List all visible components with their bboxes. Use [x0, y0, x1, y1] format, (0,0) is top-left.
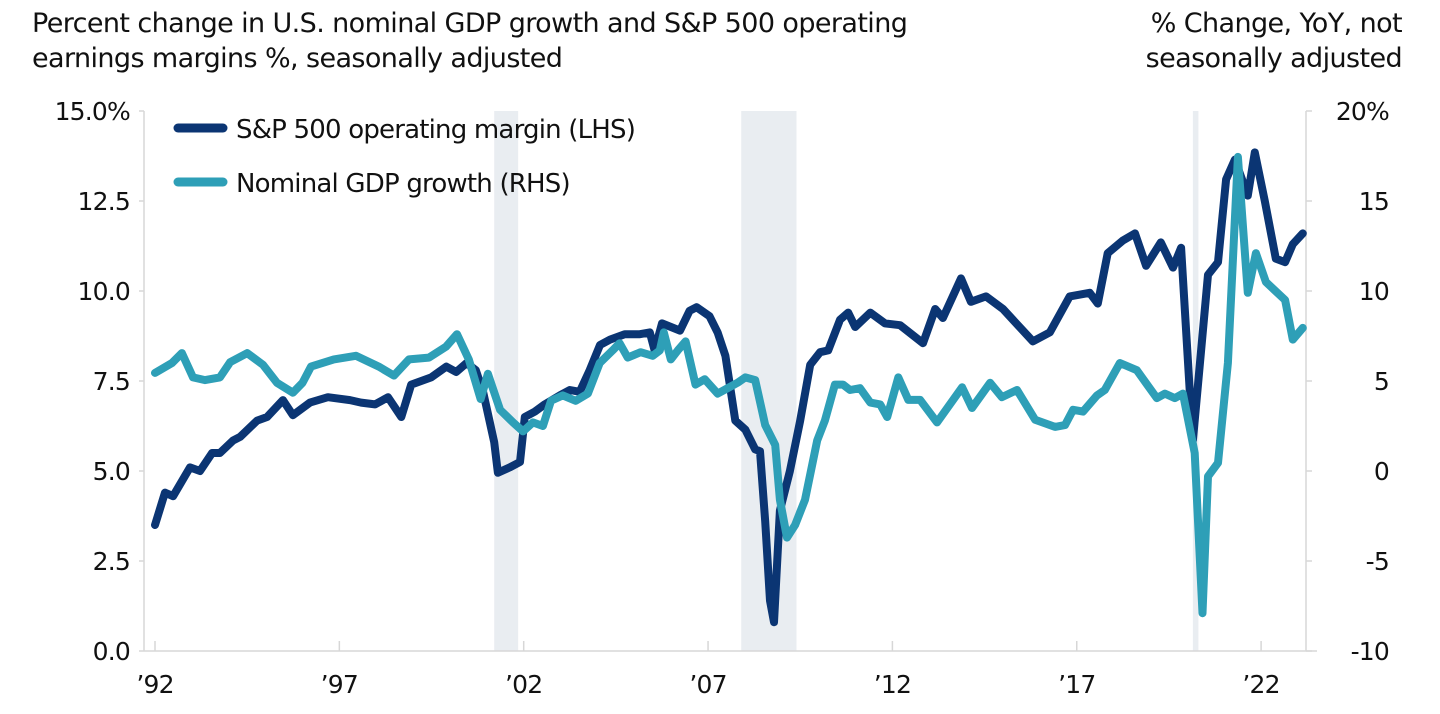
- x-axis-tick-label: ’12: [874, 670, 911, 699]
- left-axis-tick-label: 7.5: [93, 367, 130, 396]
- x-axis-tick-label: ’02: [505, 670, 542, 699]
- right-axis-note: % Change, YoY, not seasonally adjusted: [1082, 6, 1403, 76]
- chart-title-line-2: earnings margins %, seasonally adjusted: [32, 43, 563, 74]
- legend-label-nominal-gdp: Nominal GDP growth (RHS): [236, 169, 570, 199]
- axes: 0.0 2.5 5.0 7.5 10.0 12.5 15.0% -10 -5 0 5 10 15 20% ’…: [55, 97, 1390, 699]
- right-axis-tick-label: 20%: [1336, 97, 1389, 126]
- left-axis-tick-label: 15.0%: [55, 97, 130, 126]
- x-axis-tick-label: ’22: [1242, 670, 1279, 699]
- left-axis-tick-label: 12.5: [78, 187, 130, 216]
- left-axis-tick-label: 0.0: [93, 637, 130, 666]
- legend: S&P 500 operating margin (LHS) Nominal GD…: [173, 115, 636, 199]
- x-axis-tick-label: ’07: [689, 670, 726, 699]
- recession-bands: [494, 111, 1199, 651]
- x-axis-tick-label: ’17: [1058, 670, 1095, 699]
- right-axis-tick-label: 0: [1374, 457, 1389, 486]
- right-axis-note-line-2: seasonally adjusted: [1145, 43, 1403, 74]
- chart-title-line-1: Percent change in U.S. nominal GDP growt…: [32, 8, 908, 39]
- right-axis-tick-label: 5: [1374, 367, 1389, 396]
- left-axis-tick-label: 2.5: [93, 547, 130, 576]
- x-axis-tick-label: ’97: [321, 670, 358, 699]
- right-axis-tick-label: -5: [1366, 547, 1389, 576]
- legend-label-sp500-margin: S&P 500 operating margin (LHS): [236, 115, 635, 145]
- right-axis-tick-label: 10: [1359, 277, 1389, 306]
- recession-band: [494, 111, 519, 651]
- right-axis-tick-label: -10: [1351, 637, 1389, 666]
- right-axis-note-line-1: % Change, YoY, not: [1150, 8, 1403, 39]
- right-axis-tick-label: 15: [1359, 187, 1389, 216]
- series-lines: [151, 148, 1307, 627]
- nominal-gdp-line: [151, 152, 1307, 618]
- x-axis-tick-label: ’92: [136, 670, 173, 699]
- chart-title: Percent change in U.S. nominal GDP growt…: [32, 6, 932, 76]
- left-axis-tick-label: 10.0: [78, 277, 130, 306]
- left-axis-tick-label: 5.0: [93, 457, 130, 486]
